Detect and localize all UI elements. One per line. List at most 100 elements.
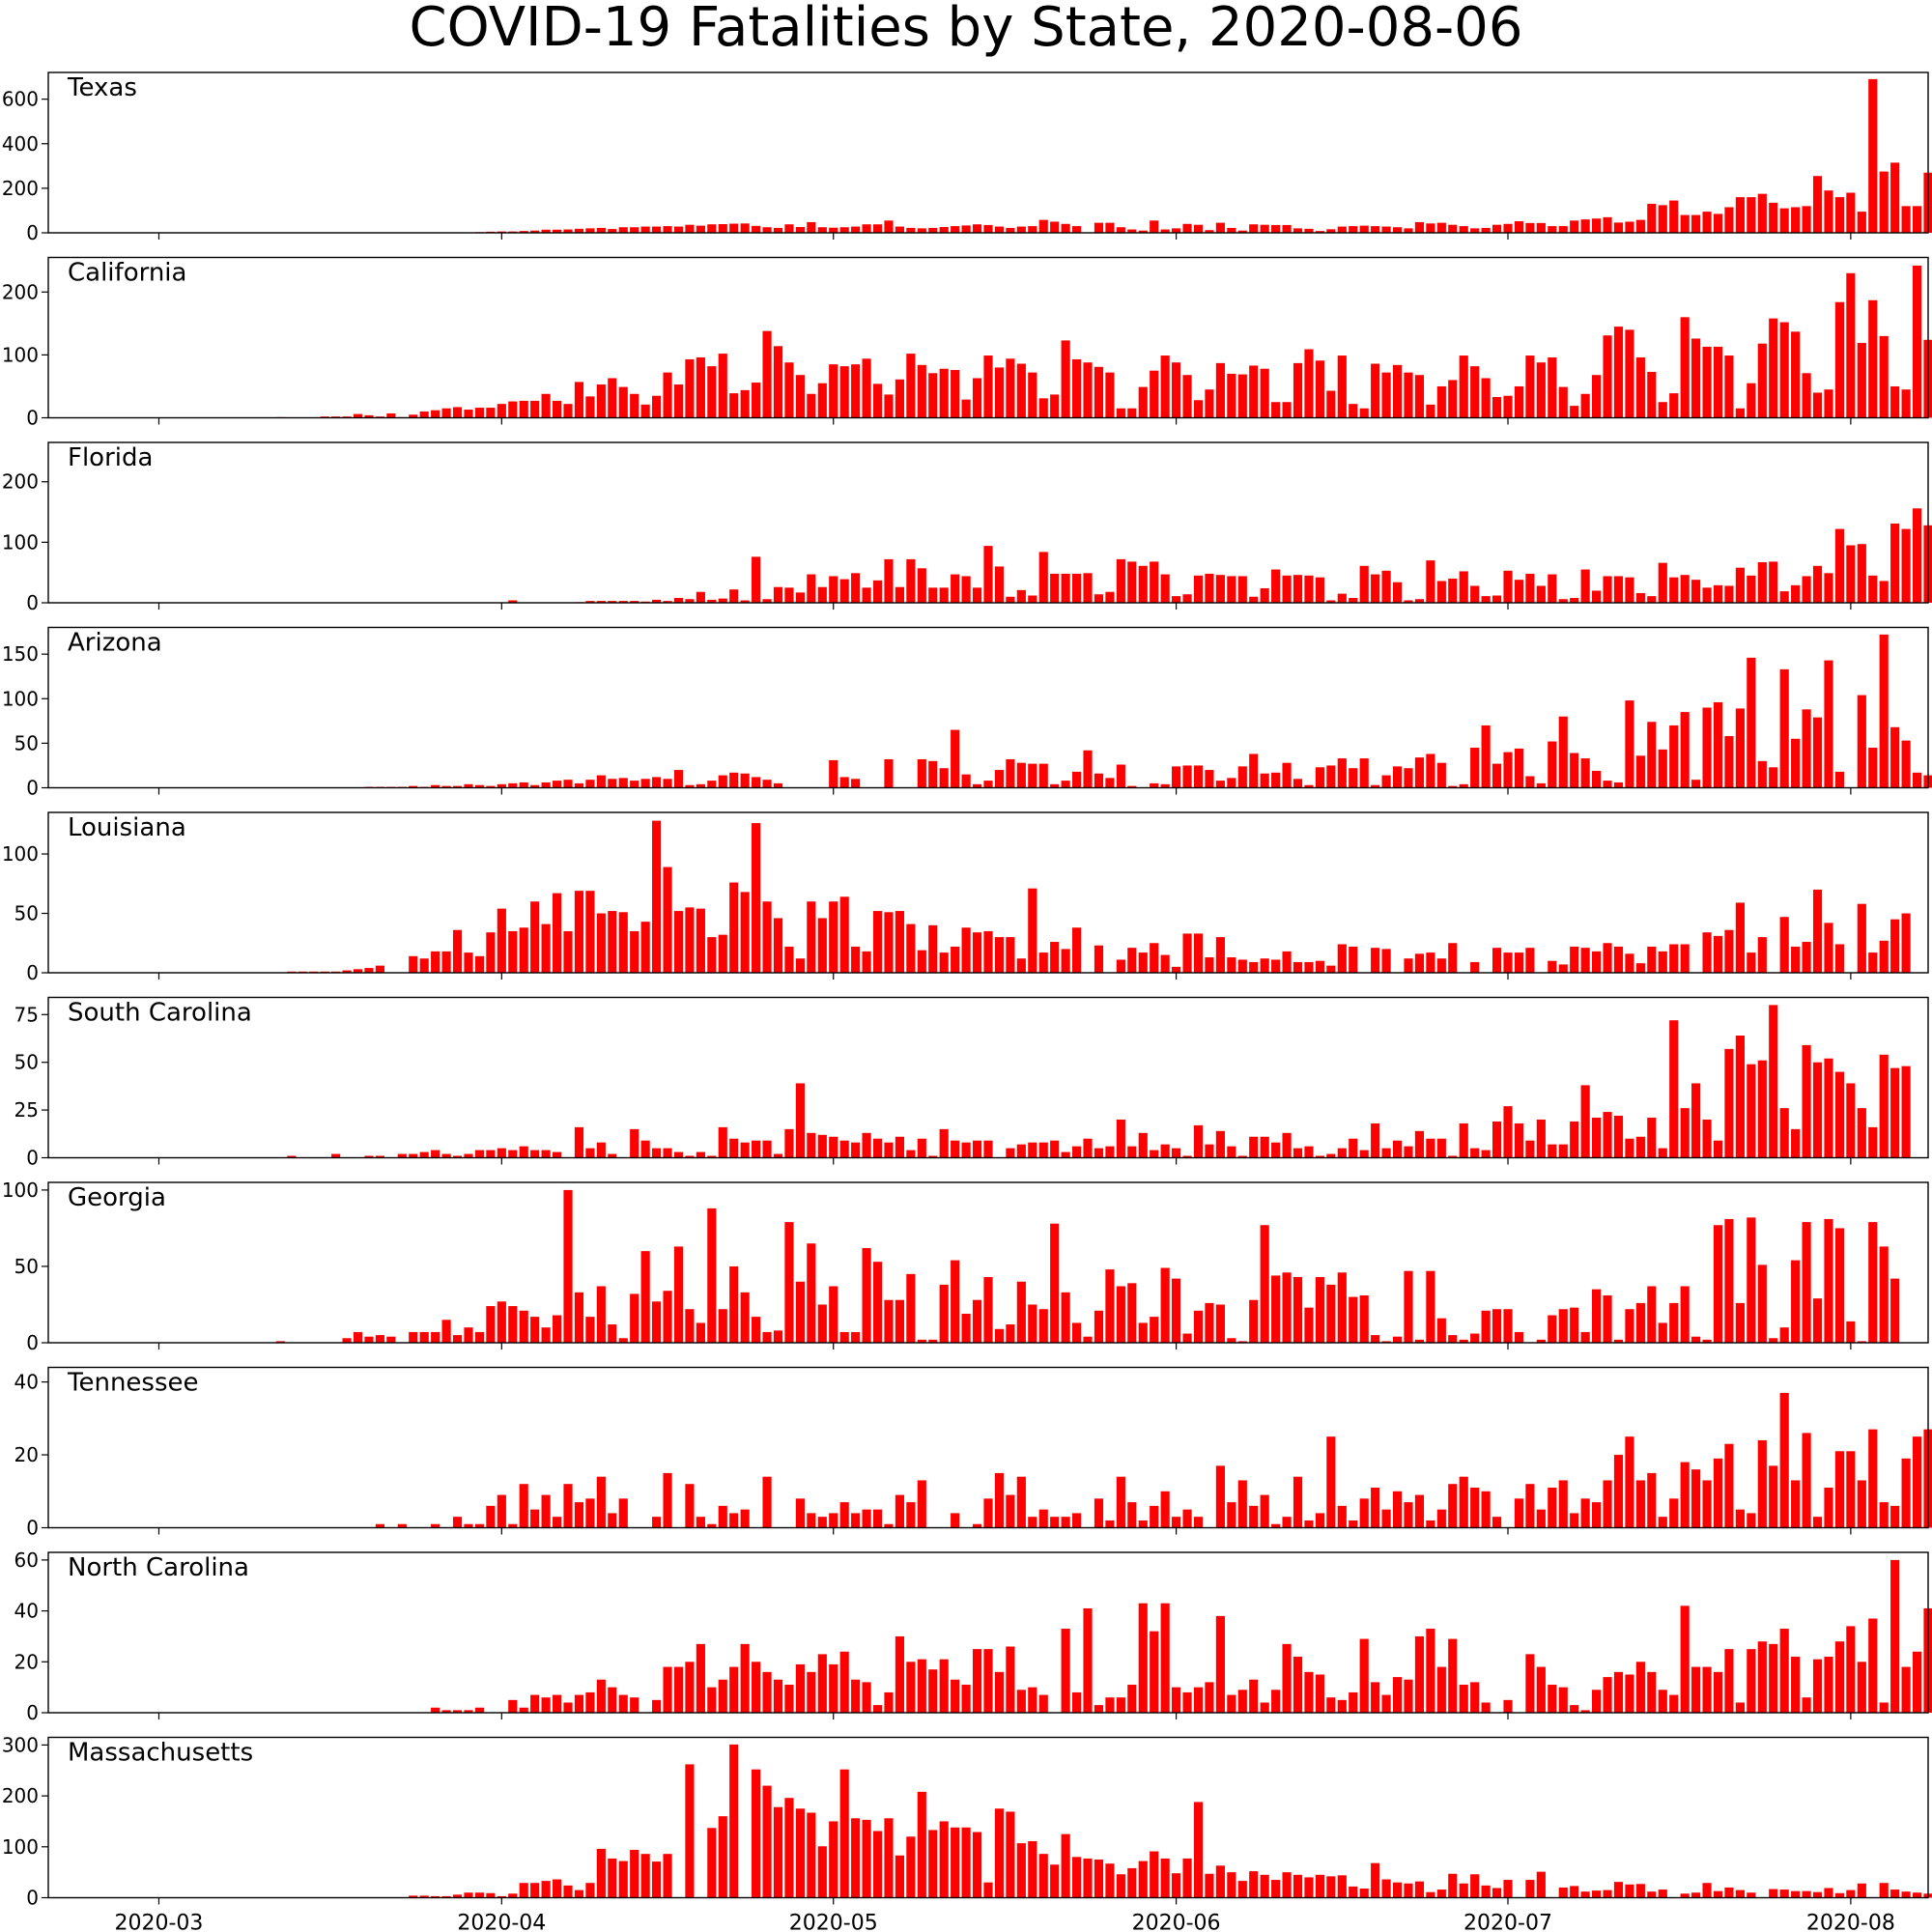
- bar: [784, 1685, 794, 1713]
- bar: [452, 1335, 463, 1343]
- bar: [1570, 1121, 1579, 1158]
- bar: [1824, 389, 1833, 418]
- bar: [961, 1827, 971, 1898]
- bar: [1006, 937, 1015, 973]
- bar: [1293, 1874, 1303, 1898]
- bar: [596, 775, 606, 788]
- bar: [906, 1273, 916, 1343]
- bar: [851, 1513, 861, 1528]
- bar: [917, 568, 926, 603]
- bar: [696, 357, 705, 418]
- bar: [1414, 1130, 1425, 1158]
- bar: [1724, 1887, 1734, 1898]
- bar: [917, 1480, 926, 1528]
- bar: [729, 223, 739, 233]
- bar: [685, 1309, 695, 1343]
- bar: [939, 1128, 949, 1158]
- bar: [1061, 573, 1070, 603]
- bar: [563, 930, 573, 973]
- bar: [1315, 1674, 1324, 1713]
- y-tick-label: 60: [14, 1548, 39, 1572]
- bar: [1016, 958, 1026, 973]
- bar: [1160, 1858, 1170, 1898]
- bar: [552, 1694, 562, 1713]
- bar: [1293, 228, 1303, 233]
- bar: [1779, 668, 1789, 788]
- bar: [939, 768, 949, 788]
- bar: [1150, 943, 1159, 973]
- bar: [729, 1138, 739, 1158]
- bar: [1271, 1880, 1281, 1898]
- bar: [431, 1150, 440, 1158]
- bar: [1016, 226, 1026, 233]
- bar: [1868, 1429, 1878, 1528]
- bar: [1470, 366, 1480, 418]
- bar: [1404, 1502, 1413, 1528]
- bar: [1105, 222, 1115, 234]
- bar: [1160, 229, 1170, 233]
- bar: [1702, 1666, 1712, 1713]
- bar: [1592, 375, 1602, 418]
- bar: [486, 408, 496, 418]
- bar: [1249, 1299, 1259, 1343]
- bar: [851, 1142, 861, 1158]
- bar: [1249, 1679, 1259, 1713]
- panel-north-carolina: 0 20 40 60 North Carolina: [14, 1548, 1932, 1724]
- bar: [1160, 1144, 1170, 1158]
- bar: [1558, 1687, 1568, 1713]
- bar: [375, 1523, 384, 1528]
- panel-florida: 0 100 200 Florida: [2, 441, 1932, 614]
- bar: [497, 1301, 506, 1343]
- bar: [652, 820, 662, 973]
- bar: [707, 781, 717, 788]
- bar: [862, 1682, 871, 1713]
- bar: [652, 1148, 662, 1158]
- bar: [917, 758, 926, 788]
- bar: [1879, 940, 1889, 973]
- bar: [1658, 1517, 1667, 1528]
- bar: [1371, 948, 1380, 973]
- bar: [1492, 1309, 1502, 1343]
- bar: [1824, 1888, 1833, 1898]
- bar: [1769, 1889, 1778, 1898]
- bar: [784, 587, 794, 603]
- bar: [1613, 946, 1624, 973]
- bar: [1879, 1246, 1889, 1343]
- bar: [1647, 1286, 1657, 1343]
- bar: [1812, 565, 1823, 603]
- bar: [618, 778, 628, 788]
- bar: [552, 1315, 562, 1343]
- bar: [685, 224, 695, 233]
- bar: [353, 413, 363, 418]
- bar: [1548, 1685, 1557, 1713]
- bar: [1658, 205, 1667, 233]
- bar: [452, 1710, 463, 1713]
- bar: [817, 1134, 827, 1158]
- bar: [718, 224, 727, 233]
- bar: [1625, 329, 1634, 418]
- bar: [773, 586, 783, 603]
- bar: [574, 1694, 584, 1713]
- bar: [1580, 948, 1590, 973]
- bar: [1094, 366, 1104, 418]
- panel-label-texas: Texas: [67, 73, 137, 102]
- bar: [519, 1484, 528, 1528]
- bar: [563, 404, 573, 418]
- bar: [1237, 959, 1247, 973]
- bar: [1282, 1643, 1292, 1713]
- bar: [1127, 1685, 1137, 1713]
- bar: [1371, 1862, 1380, 1898]
- bar: [1083, 1336, 1093, 1343]
- bar: [895, 1136, 904, 1158]
- bar: [441, 1710, 451, 1713]
- bar: [1635, 1662, 1645, 1713]
- bar: [1713, 935, 1723, 973]
- bar: [1237, 1690, 1247, 1713]
- bar: [541, 1327, 551, 1343]
- bar: [1779, 1889, 1789, 1898]
- bar: [951, 226, 960, 233]
- bar: [519, 927, 528, 973]
- bar: [1735, 1036, 1745, 1158]
- bar: [1580, 393, 1590, 418]
- bar: [1735, 902, 1745, 973]
